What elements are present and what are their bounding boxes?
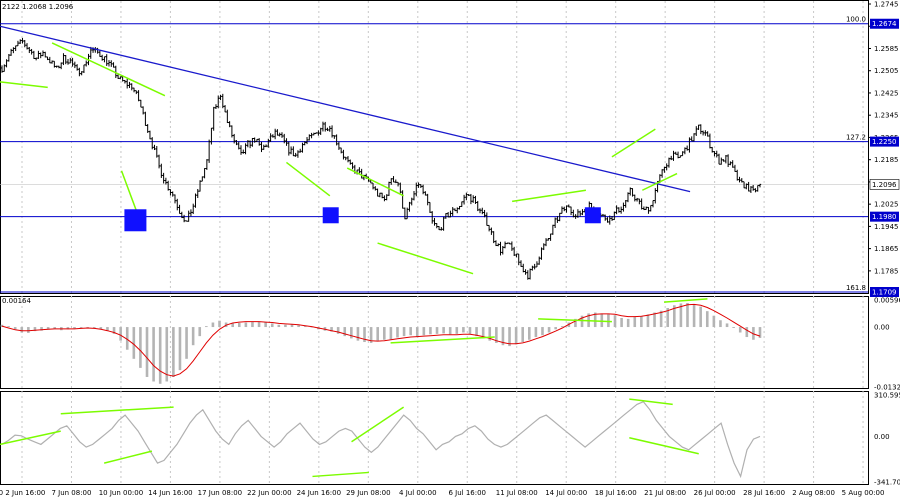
signal-marker — [584, 207, 601, 224]
level-price-label: 1.2674 — [872, 20, 897, 28]
cci-divergence-line — [103, 450, 153, 464]
signal-markers — [124, 207, 601, 232]
divergence-line — [377, 242, 474, 275]
cci-divergence-line — [0, 430, 61, 446]
level-price-label: 1.1709 — [872, 289, 897, 297]
fib-level-label: 161.8 — [846, 284, 866, 292]
x-tick-label: 4 Jul 00:00 — [399, 489, 437, 497]
level-price-label: 1.1980 — [872, 213, 897, 221]
y-tick-label: 1.2425 — [874, 89, 899, 97]
cci-y-label: -341.7005 — [874, 479, 900, 487]
macd-signal-line — [1, 303, 761, 377]
x-tick-label: 14 Jun 16:00 — [148, 489, 192, 497]
fib-level-label: 100.0 — [846, 16, 866, 24]
ohlc-header: 2122 1.2068 1.2096 — [2, 3, 74, 11]
divergence-line — [51, 42, 166, 97]
cci-divergence-line — [629, 398, 673, 406]
y-tick-label: 1.2185 — [874, 156, 899, 164]
y-tick-label: 1.1785 — [874, 267, 899, 275]
y-tick-label: 1.2585 — [874, 45, 899, 53]
cci-indicator: 310.5955 0.00 -341.7005 — [0, 392, 900, 487]
horizontal-levels: 1.2674 100.0 1.2250 127.2 1.1980 1.1709 161.8 1… — [0, 16, 900, 297]
vertical-grid — [21, 1, 864, 484]
x-tick-label: 29 Jun 08:00 — [346, 489, 390, 497]
x-tick-label: 6 Jul 16:00 — [448, 489, 486, 497]
x-tick-label: 0 2 Jun 16:00 — [0, 489, 45, 497]
x-tick-label: 21 Jul 08:00 — [644, 489, 686, 497]
macd-divergence-line — [538, 318, 612, 323]
cci-divergence-line — [60, 406, 174, 415]
cci-divergence-line — [351, 406, 405, 443]
divergence-line — [346, 167, 404, 197]
signal-marker — [322, 207, 339, 224]
y-tick-label: 1.2025 — [874, 201, 899, 209]
y-tick-label: 1.2345 — [874, 112, 899, 120]
divergence-line — [285, 161, 331, 197]
macd-pane-frame — [0, 296, 869, 389]
cci-y-label: 0.00 — [874, 433, 890, 441]
macd-divergence-line — [663, 298, 708, 303]
last-price-tag — [869, 179, 900, 190]
divergence-line — [512, 189, 587, 203]
y-tick-label: 1.2745 — [874, 1, 899, 9]
divergence-line — [611, 128, 656, 158]
cci-line — [1, 400, 761, 479]
level-price-tag — [870, 18, 899, 29]
divergence-line — [0, 81, 48, 89]
signal-marker — [124, 209, 147, 232]
descending-trendline — [0, 25, 691, 193]
cci-y-label: 310.5955 — [874, 392, 900, 400]
fib-level-label: 127.2 — [846, 134, 866, 142]
x-tick-label: 18 Jul 16:00 — [595, 489, 637, 497]
level-price-tag — [870, 287, 899, 297]
x-tick-label: 14 Jul 00:00 — [545, 489, 587, 497]
macd-y-label: 0.00 — [874, 324, 890, 332]
macd-y-label: 0.00596 — [874, 297, 900, 305]
level-price-tag — [870, 211, 899, 222]
level-price-tag — [870, 136, 899, 147]
x-tick-label: 7 Jun 08:00 — [51, 489, 91, 497]
macd-divergence-line — [390, 336, 495, 344]
x-tick-label: 24 Jun 16:00 — [297, 489, 341, 497]
x-tick-label: 28 Jul 16:00 — [743, 489, 785, 497]
cci-divergence-line — [629, 437, 699, 455]
macd-y-label: -0.01321 — [874, 384, 900, 392]
x-tick-label: 10 Jun 00:00 — [99, 489, 143, 497]
macd-indicator: 0.00596 0.00 -0.01321 — [0, 297, 900, 392]
cci-divergence-line — [312, 471, 369, 478]
x-tick-label: 26 Jul 00:00 — [694, 489, 736, 497]
price-pane-frame — [0, 0, 869, 294]
x-tick-label: 11 Jul 08:00 — [496, 489, 538, 497]
price-bars — [0, 37, 762, 280]
last-price-label: 1.2096 — [872, 181, 897, 189]
macd-header-value: 0.00164 — [2, 297, 31, 305]
trend-lines — [0, 25, 691, 275]
y-tick-label: 1.1945 — [874, 223, 899, 231]
level-price-label: 1.2250 — [872, 138, 897, 146]
x-tick-label: 2 Aug 08:00 — [792, 489, 835, 497]
x-tick-label: 22 Jun 00:00 — [247, 489, 291, 497]
y-tick-label: 1.2505 — [874, 67, 899, 75]
x-tick-label: 5 Aug 00:00 — [842, 489, 885, 497]
divergence-line — [641, 172, 678, 191]
cci-pane-frame — [0, 391, 869, 485]
y-tick-label: 1.1865 — [874, 245, 899, 253]
x-tick-label: 17 Jun 08:00 — [198, 489, 242, 497]
time-x-axis: 0 2 Jun 16:00 7 Jun 08:00 10 Jun 00:00 14 J… — [0, 489, 884, 497]
